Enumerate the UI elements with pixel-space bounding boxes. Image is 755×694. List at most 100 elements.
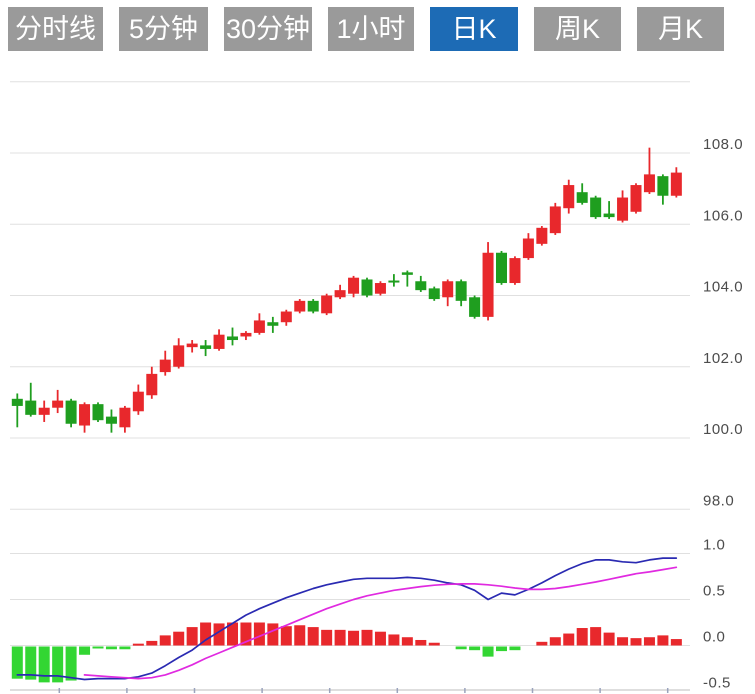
macd-bar [643,637,655,646]
macd-bar [576,628,588,646]
macd-histogram [11,622,682,683]
y-axis-tick-label: 1.0 [703,537,725,554]
candle-body [401,272,413,275]
candle-body [65,400,77,424]
candle-body [159,359,171,373]
macd-bar [670,639,682,646]
macd-bar [213,623,225,646]
y-axis-tick-label: 0.0 [703,629,725,646]
tab-monthly-k[interactable]: 月K [637,7,724,51]
candle-body [522,238,534,259]
macd-bar [657,635,669,646]
candle-body [227,336,238,341]
candle-body [428,288,440,300]
macd-bar [11,646,23,679]
candle-body [119,407,131,428]
dea-line [83,566,678,680]
candle-body [643,174,655,193]
candle-body [563,185,575,209]
candle-body [79,404,91,426]
candle-body [670,172,682,196]
y-axis-tick-label: -0.5 [703,675,731,692]
macd-bar [307,627,319,646]
macd-bar [469,646,481,651]
y-axis-tick-label: 108.0 [703,136,743,153]
macd-bar [455,646,467,650]
y-axis-tick-label: 0.5 [703,583,725,600]
candle-body [294,300,306,312]
indicator-lines [16,557,678,681]
candle-body [186,343,198,348]
candle-body [280,311,292,323]
macd-bar [496,646,507,652]
macd-bar [482,646,494,657]
macd-bar [227,622,238,646]
macd-bar [509,646,521,651]
candle-body [146,373,158,396]
tab-1hour[interactable]: 1小时 [328,7,414,51]
macd-bar [294,625,306,646]
candle-body [482,252,494,317]
macd-bar [617,637,629,646]
macd-bar [361,629,373,646]
tab-5min[interactable]: 5分钟 [119,7,208,51]
candle-body [334,290,346,298]
y-axis-tick-label: 104.0 [703,279,743,296]
candle-body [603,213,615,218]
macd-bar [603,632,615,646]
macd-bar [119,646,131,650]
candle-body [38,407,50,415]
candle-body [348,277,360,294]
y-axis-tick-label: 102.0 [703,350,743,367]
candlesticks [11,147,682,433]
tab-30min[interactable]: 30分钟 [224,7,312,51]
macd-bar [65,646,77,681]
candle-body [307,300,319,312]
candle-body [576,192,588,203]
price-panel-grid [10,81,690,510]
macd-bar [334,629,346,646]
tab-weekly-k[interactable]: 周K [534,7,621,51]
y-axis-tick-label: 98.0 [703,492,734,509]
macd-bar [173,631,185,646]
macd-bar [132,643,144,646]
macd-bar [590,627,602,646]
tab-daily-k[interactable]: 日K [430,7,518,51]
macd-bar [321,629,333,646]
macd-bar [388,634,400,646]
candle-body [617,197,629,221]
macd-bar [240,622,252,646]
macd-bar [52,646,64,683]
macd-bar [79,646,91,655]
macd-bar [401,637,413,646]
candle-body [253,320,265,333]
candle-body [52,400,64,408]
macd-bar [25,646,37,680]
candle-body [173,345,185,367]
macd-bar [549,637,561,646]
macd-bar [428,642,440,646]
macd-bar [267,623,279,646]
candle-body [200,345,212,349]
y-axis-tick-label: 100.0 [703,421,743,438]
macd-bar [38,646,50,683]
candle-body [388,280,400,283]
macd-bar [630,638,642,646]
candle-body [469,297,481,317]
candle-body [374,283,386,294]
candle-body [415,281,427,291]
tab-timeline[interactable]: 分时线 [8,7,103,51]
candle-body [549,206,561,234]
candle-body [132,391,144,412]
y-axis-tick-label: 106.0 [703,207,743,224]
macd-bar [159,635,171,646]
macd-bar [105,646,117,650]
candle-body [496,252,507,284]
macd-bar [186,627,198,646]
candle-body [92,404,104,421]
candle-body [11,398,23,406]
candle-body [509,258,521,284]
y-axis-labels: 108.0 106.0 104.0 102.0 100.0 98.0 1.0 0.5 0.0 -0… [703,136,743,692]
candle-body [321,295,333,314]
